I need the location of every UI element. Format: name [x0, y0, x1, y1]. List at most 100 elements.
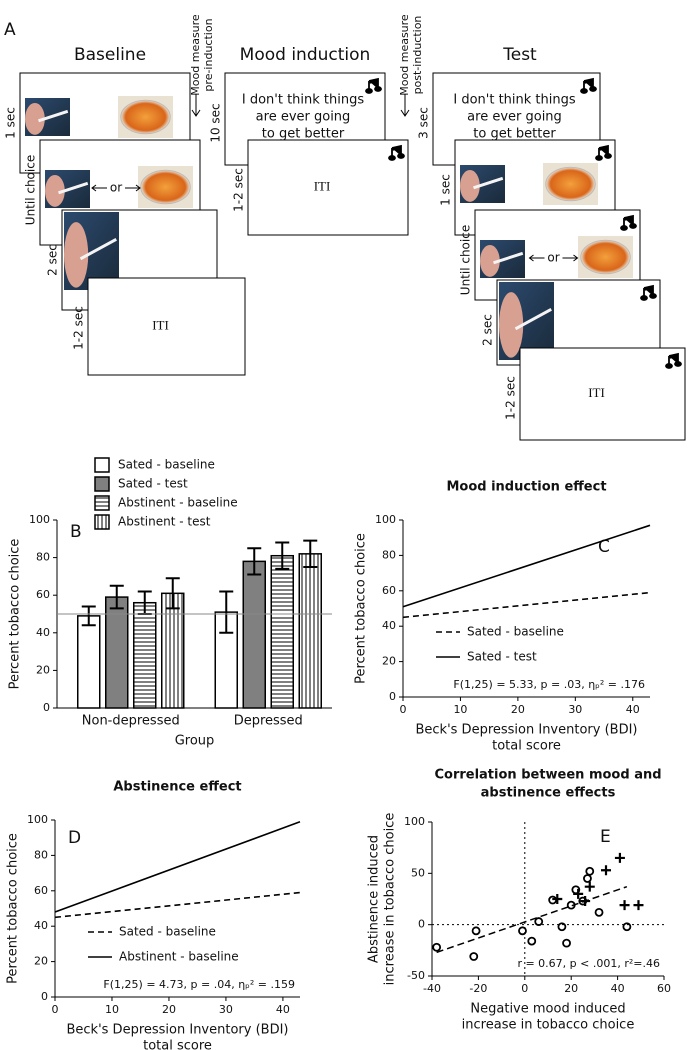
screen: [87, 277, 246, 376]
y-tick-label: 0: [41, 990, 48, 1003]
duration-label: 1-2 sec: [504, 376, 518, 420]
x-tick-label: 0: [521, 982, 528, 995]
y-tick-label: 100: [404, 815, 425, 828]
x-tick-label: 60: [657, 982, 671, 995]
point: [562, 938, 571, 948]
error-bar: [219, 590, 234, 634]
x-tick-label: 20: [162, 1003, 176, 1016]
x-tick-label: 40: [626, 703, 640, 716]
legend-label: Sated - baseline: [119, 925, 216, 939]
y-tick-label: 40: [34, 919, 48, 932]
bar: [270, 554, 294, 709]
y-axis-label: Abstinence induced: [367, 835, 382, 963]
statement-line: I don't think things: [242, 93, 365, 108]
error-bar: [165, 577, 180, 610]
legend-swatch: [94, 495, 110, 511]
image-cig-stick: [79, 237, 117, 261]
x-axis-label: increase in tobacco choice: [462, 1018, 635, 1033]
bar: [298, 553, 322, 709]
fit-line: [436, 885, 628, 954]
panel-label: E: [600, 827, 611, 847]
statement-line: are ever going: [256, 110, 351, 125]
y-tick-label: 0: [389, 690, 396, 703]
legend-swatch: [94, 476, 110, 492]
image-face: [45, 174, 65, 207]
duration-label: Until choice: [24, 155, 38, 225]
error-bar: [109, 584, 124, 610]
iti-label: ITI: [314, 178, 331, 193]
screen: [519, 347, 686, 441]
point: [471, 926, 481, 936]
x-tick-label: 0: [52, 1003, 59, 1016]
legend-label: Abstinent - test: [118, 515, 211, 529]
image-face: [25, 102, 45, 135]
phase-title: Test: [502, 45, 537, 65]
error-bar: [275, 541, 290, 570]
line: [402, 591, 651, 619]
phase-title: Baseline: [74, 45, 146, 65]
image-soup-bowl: [120, 99, 171, 135]
mood-measure-label: pre-induction: [202, 18, 215, 91]
annotation: F(1,25) = 4.73, p = .04, ηₚ² = .159: [103, 978, 295, 991]
mood-measure-label: post-induction: [411, 16, 424, 95]
legend-label: Sated - test: [467, 650, 537, 664]
panel-label: A: [4, 20, 16, 40]
image-face: [480, 244, 500, 277]
panel-label: C: [598, 537, 610, 557]
point: [566, 900, 576, 910]
mood-measure-arrow: [400, 94, 410, 117]
y-tick-label: 20: [34, 955, 48, 968]
legend-label: Abstinent - baseline: [119, 950, 239, 964]
music-note-icon: [665, 352, 682, 369]
point: [619, 900, 630, 911]
point: [633, 900, 644, 911]
duration-label: 2 sec: [46, 244, 60, 276]
statement-line: to get better: [262, 127, 345, 142]
annotation: F(1,25) = 5.33, p = .03, ηₚ² = .176: [453, 678, 645, 691]
x-axis-label: Negative mood induced: [470, 1002, 625, 1017]
bar: [77, 615, 101, 709]
iti-label: ITI: [152, 317, 169, 332]
bar: [161, 592, 185, 709]
legend-label: Abstinent - baseline: [118, 496, 238, 510]
image-face: [460, 169, 480, 202]
y-axis-label: Percent tobacco choice: [8, 539, 23, 690]
music-note-icon: [620, 214, 637, 231]
error-bar: [81, 605, 96, 627]
error-bar: [247, 547, 262, 576]
music-note-icon: [365, 77, 382, 94]
legend-swatch: [94, 457, 110, 473]
duration-label: 1-2 sec: [72, 306, 86, 350]
music-note-icon: [388, 144, 405, 161]
legend-swatch: [94, 514, 110, 530]
x-tick-label: 20: [511, 703, 525, 716]
choice-arrows: [91, 184, 141, 192]
duration-label: 1 sec: [439, 174, 453, 206]
music-note-icon: [595, 144, 612, 161]
x-tick-label: 10: [105, 1003, 119, 1016]
point: [585, 866, 595, 876]
music-note-icon: [640, 284, 657, 301]
mood-measure-label: Mood measure: [189, 14, 202, 96]
choice-arrows: [528, 254, 579, 262]
y-tick-label: -50: [407, 969, 425, 982]
bar: [133, 601, 157, 709]
point: [527, 936, 537, 946]
point: [614, 852, 625, 863]
image-cig-stick: [58, 181, 89, 195]
y-tick-label: 100: [375, 513, 396, 526]
y-tick-label: 80: [382, 548, 396, 561]
image-soup-bowl: [545, 166, 596, 202]
y-tick-label: 20: [36, 663, 50, 676]
line: [54, 821, 301, 913]
bar: [242, 560, 266, 709]
duration-label: 10 sec: [209, 103, 223, 142]
choice-separator: or: [547, 251, 559, 265]
mood-measure-label: Mood measure: [398, 14, 411, 96]
chart-title: Correlation between mood and: [434, 768, 661, 783]
x-tick-label: 0: [400, 703, 407, 716]
statement-line: to get better: [473, 127, 556, 142]
x-axis-label: Beck's Depression Inventory (BDI): [415, 723, 637, 738]
